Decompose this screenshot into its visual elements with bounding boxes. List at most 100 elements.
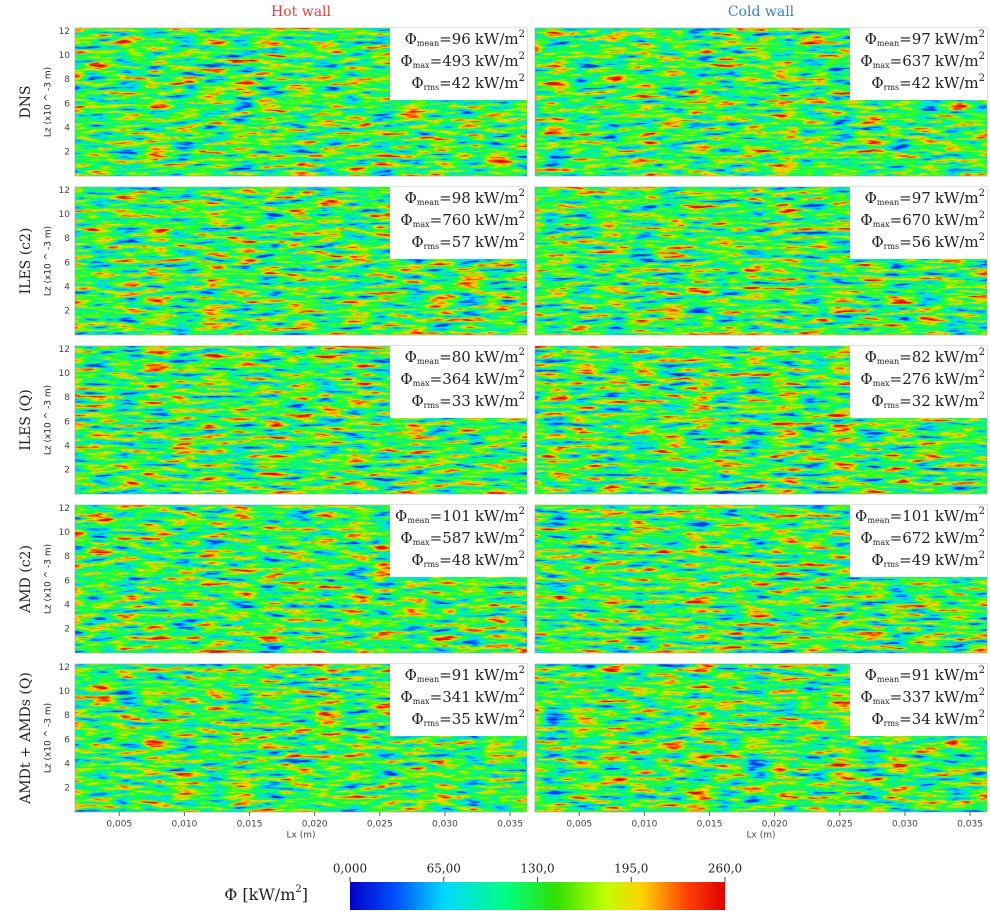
stat-symbol: Φ [411, 233, 423, 251]
stat-unit-power: 2 [979, 665, 985, 676]
stat-equals: = [890, 370, 903, 388]
stat-line: Φmean=91 kW/m2 [405, 665, 525, 685]
stat-equals: = [899, 710, 912, 728]
stat-symbol: Φ [400, 370, 412, 388]
x-tick-label: 0,010 [172, 820, 198, 830]
y-tick-label: 12 [59, 504, 70, 514]
panel-frame [74, 186, 528, 336]
panel-frame [534, 663, 988, 813]
stat-unit: kW/m [475, 688, 519, 706]
stat-value: 48 [452, 551, 471, 569]
y-tick-label: 10 [59, 687, 71, 697]
stat-unit-power: 2 [979, 188, 985, 199]
stat-unit: kW/m [475, 529, 519, 547]
stat-unit-power: 2 [979, 347, 985, 358]
stat-equals: = [439, 392, 452, 410]
x-tick-label: 0,025 [827, 820, 853, 830]
y-tick-label: 4 [64, 441, 70, 451]
colorbar-tick-label: 0,000 [333, 862, 367, 876]
y-tick-label: 8 [64, 393, 70, 403]
stat-unit-power: 2 [979, 709, 985, 720]
stat-unit-power: 2 [519, 687, 525, 698]
stat-unit: kW/m [475, 74, 519, 92]
stat-unit: kW/m [935, 710, 979, 728]
stat-unit: kW/m [935, 666, 979, 684]
stat-equals: = [439, 666, 452, 684]
y-tick-label: 8 [64, 711, 70, 721]
stat-value: 42 [912, 74, 931, 92]
stats-box [390, 505, 527, 577]
stat-unit-power: 2 [519, 709, 525, 720]
stat-symbol: Φ [411, 74, 423, 92]
y-tick-label: 6 [64, 258, 70, 268]
stat-unit: kW/m [475, 710, 519, 728]
stats-box [850, 28, 987, 100]
stat-name: rms [884, 560, 900, 569]
stat-value: 56 [912, 233, 931, 251]
stat-unit-power: 2 [519, 665, 525, 676]
stat-equals: = [890, 529, 903, 547]
y-tick-label: 10 [59, 51, 71, 61]
stat-equals: = [439, 30, 452, 48]
stat-symbol: Φ [400, 529, 412, 547]
y-tick-label: 2 [64, 624, 70, 634]
stat-unit-power: 2 [519, 51, 525, 62]
x-axis-label: Lx (m) [747, 831, 776, 841]
stat-name: mean [417, 198, 439, 207]
stat-symbol: Φ [405, 30, 417, 48]
stat-unit: kW/m [935, 392, 979, 410]
stat-symbol: Φ [860, 529, 872, 547]
stat-symbol: Φ [865, 348, 877, 366]
row-label: AMD (c2) [18, 545, 34, 614]
stat-unit: kW/m [475, 551, 519, 569]
row-label: ILES (c2) [18, 228, 34, 295]
stat-line: Φmax=493 kW/m2 [400, 51, 525, 71]
stat-unit: kW/m [935, 52, 979, 70]
stat-unit: kW/m [935, 30, 979, 48]
stat-name: max [873, 61, 890, 70]
stat-symbol: Φ [871, 74, 883, 92]
y-tick-label: 6 [64, 735, 70, 745]
y-tick-label: 12 [59, 345, 70, 355]
panel-frame [74, 504, 528, 654]
stat-unit: kW/m [475, 392, 519, 410]
stat-value: 760 [442, 211, 471, 229]
stat-value: 35 [452, 710, 471, 728]
y-tick-label: 4 [64, 600, 70, 610]
y-tick-label: 2 [64, 306, 70, 316]
stat-equals: = [439, 74, 452, 92]
stat-unit-power: 2 [979, 687, 985, 698]
y-axis-label: Lz (x10 ^ -3 m) [44, 385, 54, 455]
stat-equals: = [439, 551, 452, 569]
y-tick-label: 6 [64, 576, 70, 586]
x-tick-label: 0,020 [302, 820, 328, 830]
stat-name: mean [417, 675, 439, 684]
panel-frame [534, 186, 988, 336]
stat-line: Φmean=101 kW/m2 [395, 506, 525, 526]
stat-value: 276 [902, 370, 931, 388]
stat-line: Φmean=97 kW/m2 [865, 29, 985, 49]
stat-unit: kW/m [475, 507, 519, 525]
stat-symbol: Φ [411, 551, 423, 569]
stats-box [850, 187, 987, 259]
stat-unit: kW/m [475, 189, 519, 207]
stat-name: max [413, 538, 430, 547]
stat-unit: kW/m [475, 370, 519, 388]
stat-value: 587 [442, 529, 471, 547]
stat-line: Φmax=637 kW/m2 [860, 51, 985, 71]
stat-name: mean [877, 39, 899, 48]
y-tick-label: 4 [64, 759, 70, 769]
stat-line: Φmean=82 kW/m2 [865, 347, 985, 367]
stat-unit-power: 2 [519, 73, 525, 84]
row-label: ILES (Q) [18, 389, 34, 451]
x-tick-label: 0,020 [762, 820, 788, 830]
stats-box [390, 664, 527, 736]
stat-unit: kW/m [935, 370, 979, 388]
stat-unit-power: 2 [979, 506, 985, 517]
y-tick-label: 2 [64, 147, 70, 157]
stat-unit: kW/m [935, 529, 979, 547]
stat-name: rms [884, 83, 900, 92]
stat-line: Φmean=96 kW/m2 [405, 29, 525, 49]
stat-equals: = [899, 666, 912, 684]
stat-value: 34 [912, 710, 931, 728]
